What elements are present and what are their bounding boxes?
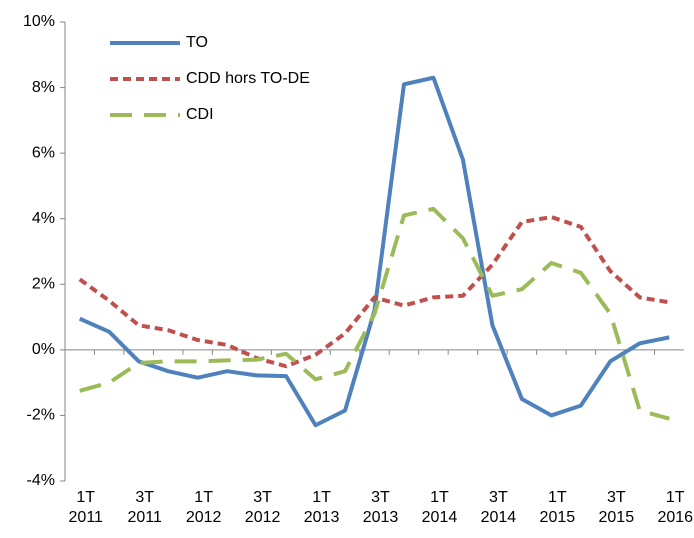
legend-label: TO [186, 34, 208, 51]
y-tick-label: 0% [32, 341, 55, 358]
series-line [79, 206, 670, 421]
y-tick-label: -2% [27, 407, 55, 424]
y-tick-label: 4% [32, 210, 55, 227]
y-tick-label: 6% [32, 144, 55, 161]
x-tick-label: 1T 2015 [539, 489, 576, 526]
legend-label: CDD hors TO-DE [186, 70, 310, 87]
x-tick-label: 1T 2012 [185, 489, 222, 526]
x-tick-label: 3T 2015 [598, 489, 635, 526]
x-tick-label: 3T 2011 [127, 489, 162, 526]
y-tick-label: 10% [23, 13, 55, 30]
y-tick-label: -4% [27, 472, 55, 489]
y-tick-label: 8% [32, 79, 55, 96]
series-line [78, 215, 670, 369]
x-tick-label: 3T 2014 [480, 489, 517, 526]
x-tick-label: 3T 2012 [244, 489, 281, 526]
x-tick-label: 1T 2013 [303, 489, 340, 526]
y-tick-label: 2% [32, 276, 55, 293]
x-tick-label: 3T 2013 [362, 489, 399, 526]
x-tick-label: 1T 2011 [68, 489, 103, 526]
series-line [78, 75, 670, 428]
legend-label: CDI [186, 106, 214, 123]
x-tick-label: 1T 2014 [421, 489, 458, 526]
x-tick-label: 1T 2016 [657, 489, 694, 526]
